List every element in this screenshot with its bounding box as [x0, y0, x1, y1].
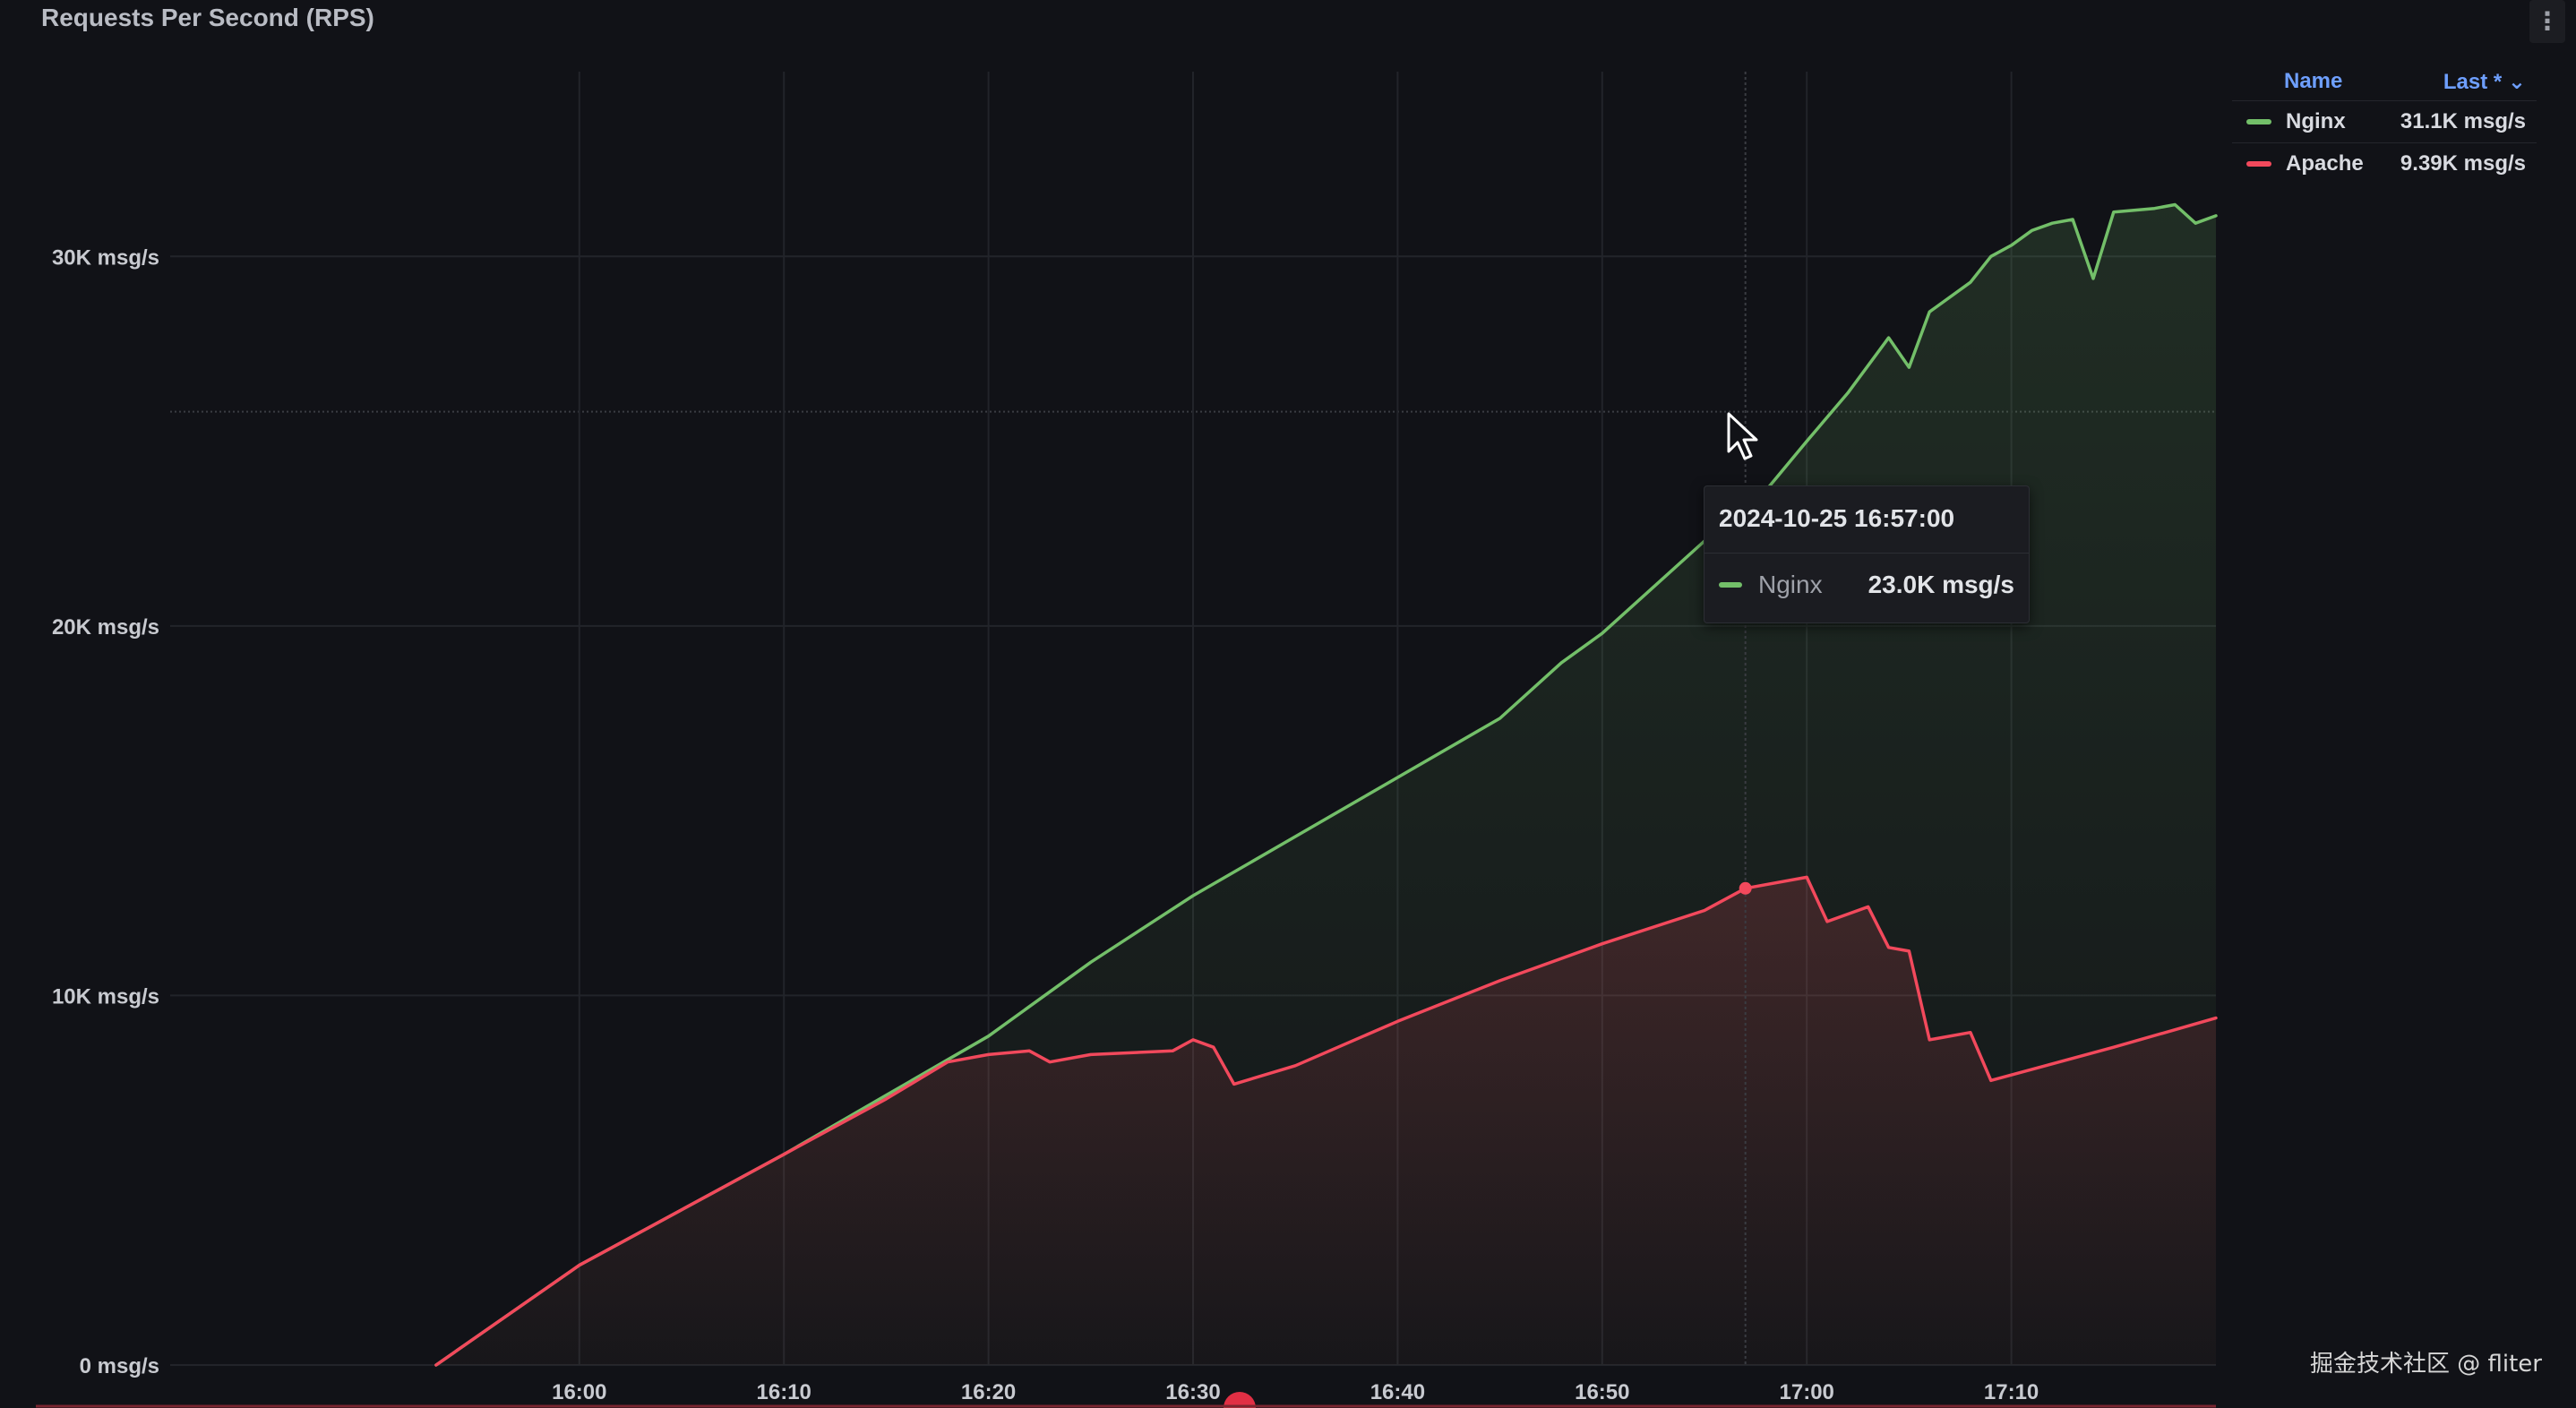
- legend-series-name: Nginx: [2286, 109, 2346, 133]
- series-lines: [434, 202, 2218, 1367]
- y-tick-label: 30K msg/s: [52, 245, 159, 270]
- mouse-cursor-icon: [1727, 412, 1758, 460]
- watermark: 掘金技术社区 @ fliter: [2309, 1351, 2542, 1378]
- legend-header-last[interactable]: Last * ⌄: [2443, 69, 2526, 94]
- apache-color-swatch: [2246, 161, 2271, 167]
- tooltip-divider: [1704, 553, 2029, 554]
- apache-line: [434, 875, 2218, 1367]
- legend-row-nginx[interactable]: Nginx 31.1K msg/s: [2232, 100, 2537, 142]
- panel-title: Requests Per Second (RPS): [41, 4, 374, 31]
- legend-series-last: 9.39K msg/s: [2400, 151, 2526, 176]
- x-tick-label: 16:50: [1575, 1380, 1629, 1404]
- legend-row-apache[interactable]: Apache 9.39K msg/s: [2232, 142, 2537, 185]
- hover-markers: [36, 72, 2216, 1408]
- legend-header: Name Last * ⌄: [2232, 63, 2537, 100]
- x-tick-label: 16:10: [757, 1380, 811, 1404]
- kebab-menu-icon[interactable]: ⋮: [2529, 0, 2565, 43]
- tooltip-swatch: [1719, 582, 1742, 588]
- apache-hover-point: [1739, 881, 1752, 895]
- tooltip-time: 2024-10-25 16:57:00: [1719, 504, 1955, 532]
- timeline-marker: [1224, 1392, 1256, 1408]
- x-tick-label: 17:10: [1984, 1380, 2039, 1404]
- series-areas: [435, 204, 2216, 1365]
- apache-area: [435, 877, 2216, 1365]
- legend-series-name: Apache: [2286, 151, 2364, 176]
- legend-table: Name Last * ⌄ Nginx 31.1K msg/s Apache 9…: [2232, 63, 2537, 185]
- x-tick-label: 17:00: [1780, 1380, 1834, 1404]
- y-tick-label: 20K msg/s: [52, 615, 159, 640]
- nginx-line: [434, 202, 2218, 1367]
- x-tick-label: 16:00: [552, 1380, 606, 1404]
- x-tick-label: 16:40: [1370, 1380, 1425, 1404]
- x-tick-label: 16:20: [961, 1380, 1016, 1404]
- axis-labels: 0 msg/s 10K msg/s 20K msg/s 30K msg/s 16:00 1…: [52, 245, 2039, 1404]
- y-tick-label: 10K msg/s: [52, 984, 159, 1009]
- y-tick-label: 0 msg/s: [80, 1354, 159, 1378]
- tooltip-series-name: Nginx: [1758, 571, 1823, 598]
- legend-header-name[interactable]: Name: [2284, 69, 2343, 93]
- tooltip-series-row: Nginx 23.0K msg/s: [1719, 571, 2014, 599]
- tooltip-series-value: 23.0K msg/s: [1868, 571, 2014, 598]
- nginx-color-swatch: [2246, 119, 2271, 124]
- x-tick-label: 16:30: [1165, 1380, 1220, 1404]
- legend-series-last: 31.1K msg/s: [2400, 109, 2526, 133]
- hover-tooltip: 2024-10-25 16:57:00 Nginx 23.0K msg/s: [1704, 485, 2030, 623]
